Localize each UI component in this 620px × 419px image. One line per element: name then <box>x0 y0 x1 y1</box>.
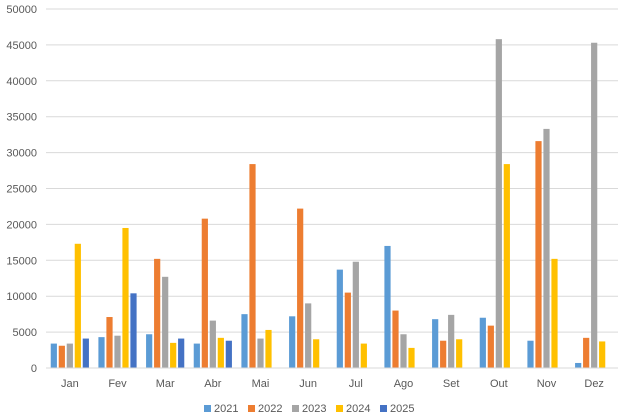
x-tick-label: Dez <box>584 378 604 390</box>
legend-item-2025: 2025 <box>380 403 414 415</box>
bar-2022-Mai <box>249 164 256 368</box>
bar-2024-Dez <box>599 341 606 368</box>
y-tick-label: 40000 <box>6 76 37 88</box>
bar-2021-Dez <box>575 362 582 368</box>
y-tick-label: 50000 <box>6 4 37 16</box>
bar-2023-Abr <box>209 320 216 368</box>
x-tick-label: Ago <box>394 378 414 390</box>
legend-label: 2025 <box>390 403 414 415</box>
legend-label: 2022 <box>258 403 282 415</box>
bar-2022-Nov <box>535 141 542 368</box>
bar-2023-Jul <box>352 261 359 368</box>
legend-label: 2023 <box>302 403 326 415</box>
bar-2023-Mai <box>257 338 264 368</box>
bar-2023-Jan <box>66 343 73 368</box>
y-tick-label: 20000 <box>6 219 37 231</box>
bar-2024-Jan <box>74 243 81 368</box>
bar-2022-Jan <box>58 345 65 368</box>
x-tick-label: Abr <box>204 378 221 390</box>
bar-2023-Dez <box>591 42 598 368</box>
bar-2024-Abr <box>217 337 224 368</box>
x-tick-label: Mar <box>156 378 175 390</box>
bar-2024-Jun <box>313 339 320 368</box>
legend-item-2021: 2021 <box>204 403 238 415</box>
y-tick-label: 35000 <box>6 112 37 124</box>
legend: 2021 2022 2023 2024 2025 <box>204 403 414 415</box>
y-tick-label: 15000 <box>6 255 37 267</box>
bar-2022-Jun <box>297 208 304 368</box>
bar-2021-Out <box>479 317 486 368</box>
bar-2023-Nov <box>543 128 550 368</box>
bar-2021-Jul <box>336 269 343 368</box>
bar-2022-Abr <box>201 218 208 368</box>
x-tick-label: Jan <box>61 378 79 390</box>
bar-2023-Fev <box>114 335 121 368</box>
bar-2021-Set <box>432 319 439 368</box>
legend-swatch <box>248 405 255 412</box>
y-tick-label: 10000 <box>6 291 37 303</box>
bar-2021-Jun <box>289 316 296 368</box>
legend-item-2024: 2024 <box>336 403 370 415</box>
bar-2024-Mai <box>265 329 272 368</box>
x-tick-label: Set <box>443 378 460 390</box>
legend-item-2022: 2022 <box>248 403 282 415</box>
x-axis-ticks: Jan Fev Mar Abr Mai Jun Jul Ago Set Out Nov Dez <box>61 378 604 390</box>
bar-2024-Fev <box>122 227 129 368</box>
x-tick-label: Mai <box>252 378 270 390</box>
y-tick-label: 0 <box>31 363 37 375</box>
bar-2024-Set <box>456 339 463 368</box>
bar-2024-Out <box>503 164 510 368</box>
x-tick-label: Fev <box>108 378 127 390</box>
legend-item-2023: 2023 <box>292 403 326 415</box>
bar-2023-Out <box>495 39 502 368</box>
bar-2021-Jan <box>50 343 57 368</box>
bar-2025-Mar <box>178 338 185 368</box>
bar-2022-Ago <box>392 310 399 368</box>
bar-2022-Jul <box>344 292 351 368</box>
bar-2022-Fev <box>106 317 113 368</box>
x-tick-label: Jul <box>349 378 363 390</box>
bar-2021-Mai <box>241 314 248 368</box>
bar-2021-Abr <box>193 343 200 368</box>
legend-label: 2024 <box>346 403 370 415</box>
x-tick-label: Nov <box>537 378 557 390</box>
legend-swatch <box>292 405 299 412</box>
bar-2025-Fev <box>130 293 137 368</box>
bars <box>50 39 606 368</box>
bar-2022-Set <box>440 340 447 368</box>
legend-swatch <box>204 405 211 412</box>
bar-2024-Ago <box>408 347 415 368</box>
bar-2025-Abr <box>225 340 232 368</box>
bar-2024-Mar <box>170 342 177 368</box>
bar-2024-Nov <box>551 258 558 368</box>
bar-2021-Mar <box>146 334 153 368</box>
x-tick-label: Out <box>490 378 508 390</box>
bar-2021-Nov <box>527 340 534 368</box>
bar-2023-Set <box>448 314 455 368</box>
bar-2023-Jun <box>305 303 312 368</box>
bar-2024-Jul <box>360 343 367 368</box>
x-tick-label: Jun <box>299 378 317 390</box>
bar-2022-Dez <box>583 337 590 368</box>
bar-2023-Ago <box>400 334 407 368</box>
y-axis-ticks: 0 5000 10000 15000 20000 25000 30000 35000 40000… <box>6 4 37 375</box>
y-tick-label: 30000 <box>6 148 37 160</box>
bar-2023-Mar <box>162 276 169 368</box>
bar-2021-Fev <box>98 337 105 368</box>
legend-label: 2021 <box>214 403 238 415</box>
legend-swatch <box>336 405 343 412</box>
bar-2022-Mar <box>154 258 161 368</box>
bar-2025-Jan <box>82 338 89 368</box>
y-tick-label: 45000 <box>6 40 37 52</box>
y-tick-label: 5000 <box>13 327 37 339</box>
gridlines <box>46 8 618 333</box>
y-tick-label: 25000 <box>6 184 37 196</box>
bar-2021-Ago <box>384 245 391 368</box>
bar-2022-Out <box>487 325 494 368</box>
legend-swatch <box>380 405 387 412</box>
